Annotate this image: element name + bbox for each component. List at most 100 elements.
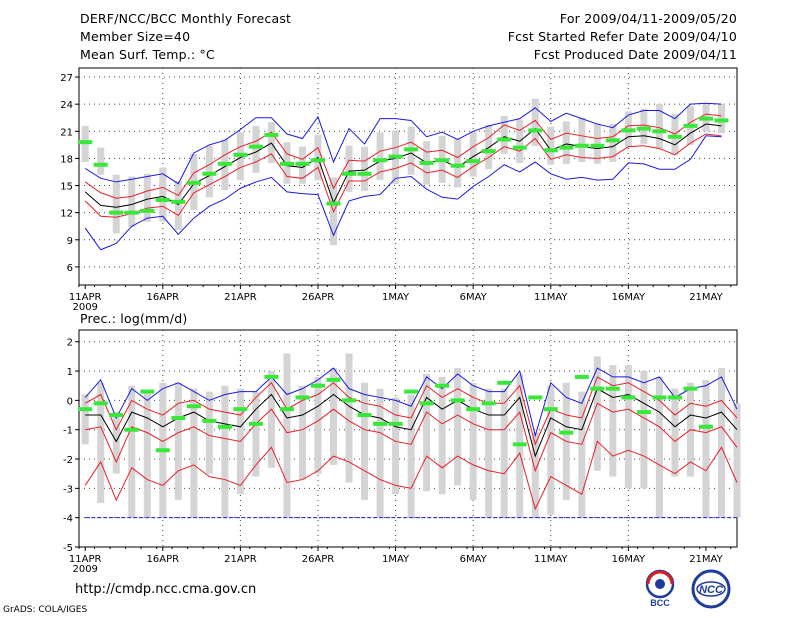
y-tick-label: -1 [63, 426, 73, 437]
grads-credit: GrADS: COLA/IGES [3, 605, 88, 615]
observed-mark [124, 210, 139, 215]
precipitation-variable-label: Prec.: log(mm/d) [80, 311, 188, 326]
x-tick-label: 6MAY [460, 292, 488, 303]
observed-mark [714, 118, 729, 123]
observed-mark [621, 128, 636, 133]
temperature-variable-label: Mean Surf. Temp.: °C [80, 47, 215, 62]
year-label: 2009 [72, 564, 97, 575]
ensemble-box [438, 376, 446, 495]
ensemble-box [733, 403, 741, 518]
ensemble-box [97, 382, 105, 504]
source-url: http://cmdp.ncc.cma.gov.cn [75, 582, 257, 597]
series-ensemble-mean [85, 387, 738, 458]
observed-mark [140, 208, 155, 213]
chart-title: DERF/NCC/BCC Monthly Forecast [80, 11, 292, 26]
observed-mark [419, 160, 434, 165]
member-size-label: Member Size=40 [80, 29, 191, 44]
ensemble-box [190, 388, 198, 518]
x-tick-label: 1MAY [382, 554, 410, 565]
observed-mark [124, 427, 139, 432]
y-tick-label: 15 [60, 182, 73, 193]
observed-mark [295, 395, 310, 400]
ensemble-box [423, 373, 431, 492]
observed-mark [590, 386, 605, 391]
ensemble-box [376, 388, 384, 518]
ensemble-box [671, 388, 679, 477]
series-upper-spread [84, 113, 722, 199]
observed-mark [683, 386, 698, 391]
ensemble-box [655, 376, 663, 518]
observed-mark [667, 134, 682, 139]
observed-mark [233, 152, 248, 157]
observed-mark [636, 410, 651, 415]
observed-mark [683, 123, 698, 128]
ensemble-box [361, 146, 369, 191]
ensemble-box [298, 385, 306, 480]
y-tick-label: -4 [63, 514, 73, 525]
observed-mark [202, 171, 217, 176]
observed-mark [559, 145, 574, 150]
ensemble-box [221, 385, 229, 518]
observed-mark [310, 383, 325, 388]
ensemble-box [593, 123, 601, 164]
ensemble-box [128, 385, 136, 518]
observed-mark [202, 418, 217, 423]
series-low-member [84, 440, 738, 511]
ensemble-box [531, 98, 539, 146]
observed-mark [342, 398, 357, 403]
y-tick-label: -3 [63, 484, 73, 495]
ensemble-box [159, 167, 167, 222]
x-tick-label: 26APR [302, 292, 335, 303]
observed-mark [217, 161, 232, 166]
observed-mark [373, 158, 388, 163]
ensemble-box [205, 391, 213, 474]
y-tick-label: 24 [60, 100, 73, 111]
ensemble-box [112, 412, 120, 474]
observed-mark [590, 143, 605, 148]
observed-mark [93, 162, 108, 167]
ensemble-box [469, 131, 477, 177]
y-tick-label: -2 [63, 455, 73, 466]
bcc-logo: BCC [645, 569, 675, 608]
observed-mark [233, 407, 248, 412]
ensemble-box [454, 368, 462, 486]
fcst-started-label: Fcst Started Refer Date 2009/04/10 [507, 29, 737, 44]
ensemble-box [578, 391, 586, 518]
observed-mark [466, 159, 481, 164]
ensemble-box [174, 382, 182, 501]
x-tick-label: 21MAY [689, 292, 723, 303]
observed-mark [248, 421, 263, 426]
ensemble-box [361, 382, 369, 501]
ensemble-box [330, 368, 338, 465]
ensemble-box [578, 117, 586, 163]
x-tick-label: 21APR [224, 554, 257, 565]
x-tick-label: 1MAY [382, 292, 410, 303]
observed-mark [605, 138, 620, 143]
x-tick-label: 11MAY [534, 292, 568, 303]
ensemble-box [174, 181, 182, 230]
observed-mark [373, 421, 388, 426]
observed-mark [342, 171, 357, 176]
ensemble-box [143, 391, 151, 518]
observed-mark [388, 421, 403, 426]
ensemble-box [81, 394, 89, 445]
y-tick-label: 27 [60, 73, 73, 84]
observed-mark [295, 161, 310, 166]
ensemble-box [547, 126, 555, 165]
observed-mark [140, 389, 155, 394]
observed-mark [248, 144, 263, 149]
observed-mark [497, 137, 512, 142]
observed-mark [357, 413, 372, 418]
ensemble-box [500, 388, 508, 518]
series-lower-spread [84, 133, 722, 218]
fcst-produced-label: Fcst Produced Date 2009/04/11 [533, 47, 737, 62]
ncc-logo-text: NCC [699, 584, 724, 596]
observed-mark [667, 395, 682, 400]
ensemble-box [314, 376, 322, 474]
observed-mark [435, 158, 450, 163]
y-tick-label: 12 [60, 209, 73, 220]
ensemble-box [392, 397, 400, 495]
